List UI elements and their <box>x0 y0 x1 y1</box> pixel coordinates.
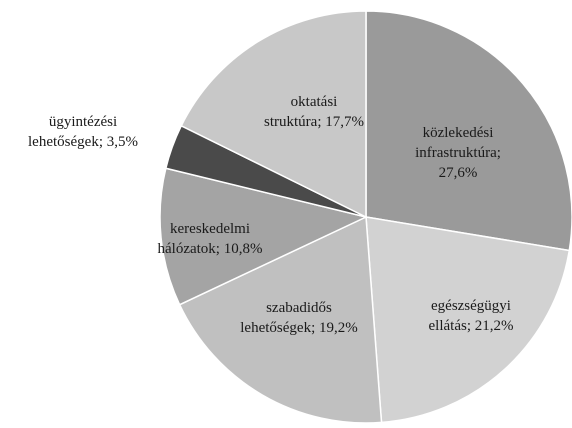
pie-slice-label-line: ellátás; 21,2% <box>429 318 514 334</box>
pie-slice-5 <box>180 10 367 219</box>
pie-slice-label-line: struktúra; 17,7% <box>264 114 364 130</box>
pie-slice-label-1: egészségügyi ellátás; 21,2% <box>429 298 514 334</box>
pie-slice-label-line: szabadidős <box>266 300 332 316</box>
pie-slice-label-5: oktatási struktúra; 17,7% <box>264 94 364 130</box>
pie-slice-label-line: 27,6% <box>439 165 478 181</box>
pie-slice-label-line: lehetőségek; 3,5% <box>28 134 138 150</box>
pie-slice-label-line: infrastruktúra; <box>415 145 501 161</box>
pie-slice-label-3: kereskedelmi hálózatok; 10,8% <box>158 221 263 257</box>
pie-slice-label-line: egészségügyi <box>431 298 511 314</box>
pie-slice-3 <box>159 167 369 306</box>
pie-slice-label-4: ügyintézési lehetőségek; 3,5% <box>28 114 138 150</box>
pie-slice-label-line: hálózatok; 10,8% <box>158 241 263 257</box>
pie-slice-label-line: oktatási <box>291 94 338 110</box>
pie-slice-label-line: közlekedési <box>423 125 494 141</box>
pie-slice-label-0: közlekedési infrastruktúra; 27,6% <box>415 125 501 181</box>
pie-labels: közlekedési infrastruktúra; 27,6% egészségü… <box>28 94 513 336</box>
pie-slice-2 <box>178 215 383 424</box>
pie-slices <box>159 10 572 424</box>
pie-slice-label-line: ügyintézési <box>49 114 117 130</box>
pie-slice-label-line: lehetőségek; 19,2% <box>240 320 357 336</box>
pie-slice-label-2: szabadidős lehetőségek; 19,2% <box>240 300 357 336</box>
pie-slice-label-line: kereskedelmi <box>170 221 250 237</box>
pie-slice-1 <box>365 216 571 424</box>
